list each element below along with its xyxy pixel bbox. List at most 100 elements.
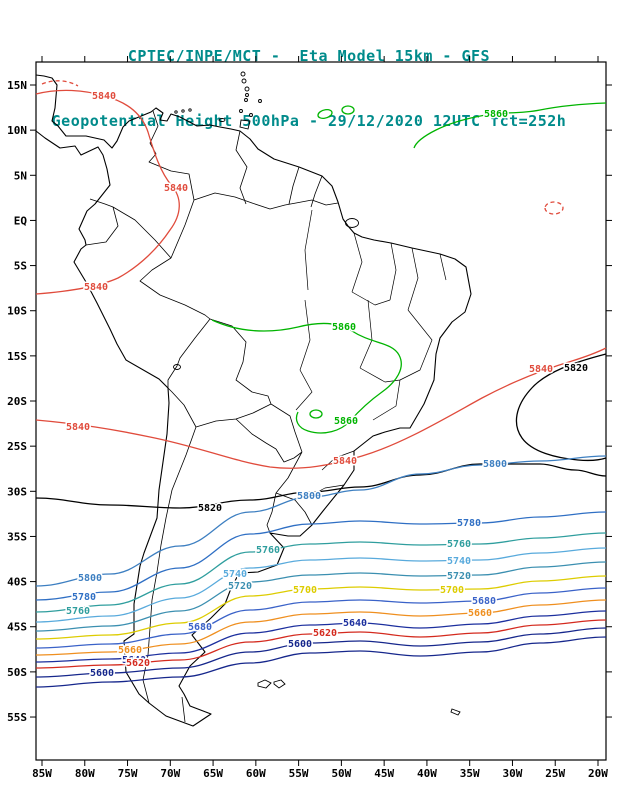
contour-label-5640: 5640	[343, 618, 367, 629]
contour-label-5800: 5800	[297, 491, 321, 502]
contour-label-5700: 5700	[293, 585, 317, 596]
lake-titicaca	[173, 364, 181, 370]
contour-label-5620: 5620	[126, 658, 150, 669]
island-antilles	[245, 93, 249, 97]
lat-label: 55S	[7, 711, 27, 724]
map-frame	[35, 61, 607, 761]
island-falklands	[257, 679, 286, 689]
lat-label: 10S	[7, 305, 27, 318]
contour-label-5820: 5820	[564, 363, 588, 374]
contour-line-5860	[413, 102, 607, 149]
island-south-georgia	[450, 708, 461, 716]
contour-line-5840	[35, 347, 607, 469]
contour-label-5860: 5860	[334, 416, 358, 427]
lon-label: 70W	[160, 767, 180, 780]
coastline-south-america	[35, 74, 472, 727]
contour-line-5860	[317, 108, 333, 120]
contour-line-5580	[35, 636, 607, 688]
lon-label: 65W	[203, 767, 223, 780]
lat-label: 20S	[7, 395, 27, 408]
title-line-1: CPTEC/INPE/MCT - Eta Model 15km - GFS	[127, 47, 491, 65]
contour-label-5660: 5660	[468, 608, 492, 619]
axis-ticks-and-labels: 15N 10N 5N EQ 5S 10S 15S 20S 25S 30S 35S 40S 45S 50S 5…	[7, 56, 612, 780]
contour-label-5840: 5840	[164, 183, 188, 194]
lon-label: 20W	[588, 767, 608, 780]
contour-label-5660: 5660	[118, 645, 142, 656]
island-abc	[174, 110, 178, 114]
contour-label-5840: 5840	[333, 456, 357, 467]
country-borders	[85, 110, 339, 723]
brazil-state-borders	[295, 209, 447, 496]
lon-label: 85W	[32, 767, 52, 780]
island-antilles	[240, 71, 246, 77]
island-abc	[188, 108, 192, 112]
lat-label: 25S	[7, 440, 27, 453]
title-line-2: Geopotential Height 500hPa - 29/12/2020 …	[51, 112, 567, 130]
contour-label-5860: 5860	[484, 109, 508, 120]
contour-label-5860: 5860	[332, 322, 356, 333]
lon-label: 30W	[503, 767, 523, 780]
contour-line-5700	[35, 575, 607, 640]
contour-label-5760: 5760	[256, 545, 280, 556]
contour-label-5600: 5600	[288, 639, 312, 650]
contour-label-5760: 5760	[66, 606, 90, 617]
contour-line-5820	[515, 353, 607, 462]
contour-label-5640: 5640	[122, 655, 146, 666]
contour-line-5860	[309, 409, 323, 419]
contour-label-5840: 5840	[92, 91, 116, 102]
contour-label-5680: 5680	[188, 622, 212, 633]
lon-label: 60W	[246, 767, 266, 780]
contour-labels: 5840 5860 5840 5840 5860 5840 5820 5860 5840 5840…	[64, 90, 589, 681]
lon-label: 80W	[75, 767, 95, 780]
lat-label: 15S	[7, 350, 27, 363]
lat-label: 30S	[7, 485, 27, 498]
lon-label: 25W	[545, 767, 565, 780]
lat-label: 45S	[7, 621, 27, 634]
island-marajo	[345, 218, 359, 228]
contour-line-5780	[35, 511, 607, 601]
contour-line-5720	[35, 561, 607, 632]
lat-label: EQ	[14, 214, 28, 227]
contour-label-5840: 5840	[66, 422, 90, 433]
island-tobago	[249, 113, 253, 117]
map-titles: CPTEC/INPE/MCT - Eta Model 15km - GFS Ge…	[0, 5, 618, 173]
island-antilles	[244, 86, 250, 92]
lat-label: 5S	[14, 260, 27, 273]
contour-label-5820: 5820	[198, 503, 222, 514]
contour-line-5860	[211, 319, 402, 434]
contour-label-5700: 5700	[440, 585, 464, 596]
contour-label-5840: 5840	[84, 282, 108, 293]
island-antilles	[241, 78, 247, 84]
contour-label-5680: 5680	[472, 596, 496, 607]
contour-line-5640	[35, 610, 607, 663]
contour-line-5600	[35, 627, 607, 678]
lon-label: 55W	[289, 767, 309, 780]
lat-label: 10N	[7, 124, 27, 137]
contour-label-5740: 5740	[447, 556, 471, 567]
contour-line-5680	[35, 587, 607, 649]
contour-label-5620: 5620	[313, 628, 337, 639]
island-antilles	[244, 98, 248, 102]
lon-label: 45W	[374, 767, 394, 780]
island-barbados	[258, 99, 262, 103]
contour-label-5600: 5600	[90, 668, 114, 679]
contour-label-5800: 5800	[483, 459, 507, 470]
island-abc	[181, 109, 185, 113]
lon-label: 75W	[118, 767, 138, 780]
contour-line-5660	[35, 599, 607, 656]
contour-label-5780: 5780	[72, 592, 96, 603]
lon-label: 35W	[460, 767, 480, 780]
contour-line-5760	[35, 532, 607, 613]
contour-label-5800: 5800	[78, 573, 102, 584]
contour-label-5740: 5740	[223, 569, 247, 580]
lat-label: 5N	[14, 169, 27, 182]
lat-label: 35S	[7, 530, 27, 543]
contour-line-5860	[341, 105, 355, 115]
lat-label: 50S	[7, 666, 27, 679]
island-antilles	[239, 109, 243, 113]
contour-label-5780: 5780	[457, 518, 481, 529]
contour-label-5760: 5760	[447, 539, 471, 550]
contour-lines	[35, 80, 607, 688]
